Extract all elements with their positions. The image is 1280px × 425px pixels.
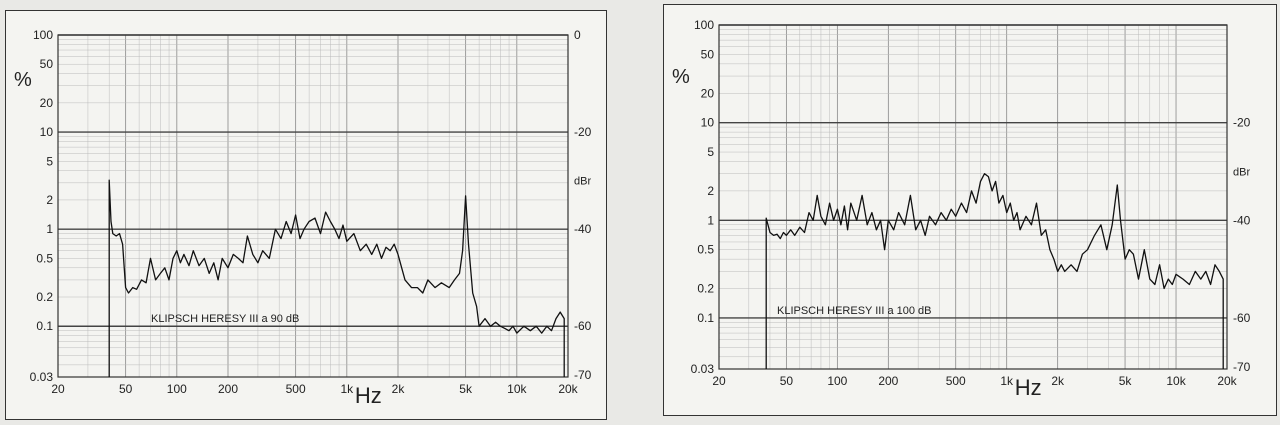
y-tick-label: 100	[694, 18, 714, 32]
y2-tick-label: -60	[574, 319, 592, 333]
chart-panel-left: 100 50 20 10 5 2 1 0.5 0.2 0.1 0.03 0 -20 -40 -60 -70 20…	[5, 10, 607, 420]
x-tick-label: 100	[167, 382, 187, 396]
x-tick-label: 20k	[1217, 374, 1237, 388]
y-tick-label: 0.2	[697, 282, 714, 296]
x-tick-label: 50	[119, 382, 133, 396]
y-tick-label: 0.1	[697, 311, 714, 325]
y-axis-label: %	[14, 69, 32, 91]
x-tick-label: 20	[51, 382, 65, 396]
y-tick-label: 50	[40, 57, 54, 71]
y2-axis-label: dBr	[574, 176, 591, 188]
y-tick-label: 1	[707, 213, 714, 227]
y-tick-label: 0.03	[691, 362, 715, 376]
y2-tick-label: -40	[1233, 213, 1251, 227]
y-tick-label: 100	[33, 28, 53, 42]
chart-panel-right: 100 50 20 10 5 2 1 0.5 0.2 0.1 0.03 -20 -40 -60 -70 20 5…	[663, 4, 1277, 416]
x-tick-label: 5k	[459, 382, 473, 396]
x-tick-label: 10k	[507, 382, 527, 396]
y-axis-label: %	[672, 66, 690, 88]
thd-series-line	[108, 179, 565, 377]
grid	[57, 34, 569, 378]
y-tick-label: 2	[707, 184, 714, 198]
x-tick-label: 5k	[1119, 374, 1133, 388]
y2-tick-label: -20	[574, 125, 592, 139]
y-tick-label: 0.2	[36, 290, 53, 304]
grid	[718, 24, 1228, 370]
x-tick-label: 500	[286, 382, 306, 396]
y-tick-label: 0.5	[36, 251, 53, 265]
distortion-chart-left: 1005020105210.50.20.10.030-20-40-60-7020…	[14, 28, 592, 408]
y2-tick-label: 0	[574, 28, 581, 42]
y-tick-label: 0.03	[30, 370, 54, 384]
x-tick-label: 2k	[1051, 374, 1065, 388]
x-tick-label: 50	[780, 374, 794, 388]
y2-tick-label: -70	[574, 368, 592, 382]
y-tick-label: 10	[701, 116, 715, 130]
y2-tick-label: -20	[1233, 116, 1251, 130]
x-tick-label: 20k	[558, 382, 578, 396]
y2-axis-label: dBr	[1233, 166, 1250, 178]
x-tick-label: 100	[827, 374, 847, 388]
x-tick-label: 200	[878, 374, 898, 388]
plot-frame	[57, 34, 569, 378]
thd-series-line	[765, 173, 1224, 369]
y-tick-label: 0.5	[697, 243, 714, 257]
y-tick-label: 1	[46, 222, 53, 236]
plot-frame	[718, 24, 1228, 370]
x-tick-label: 2k	[392, 382, 406, 396]
x-tick-label: 200	[218, 382, 238, 396]
y-tick-label: 2	[46, 193, 53, 207]
y-tick-label: 5	[46, 154, 53, 168]
x-tick-label: 1k	[340, 382, 354, 396]
x-axis-label: Hz	[355, 383, 382, 408]
x-tick-label: 500	[946, 374, 966, 388]
y2-tick-label: -40	[574, 222, 592, 236]
y-tick-label: 5	[707, 145, 714, 159]
y2-tick-label: -60	[1233, 311, 1251, 325]
chart-annotation: KLIPSCH HERESY III a 90 dB	[151, 313, 299, 325]
x-tick-label: 1k	[1000, 374, 1014, 388]
x-axis-label: Hz	[1015, 375, 1042, 400]
y-tick-label: 20	[701, 86, 715, 100]
y-tick-label: 10	[40, 125, 54, 139]
y-tick-label: 0.1	[36, 319, 53, 333]
y-tick-label: 50	[701, 47, 715, 61]
y2-tick-label: -70	[1233, 360, 1251, 374]
x-tick-label: 10k	[1166, 374, 1186, 388]
chart-annotation: KLIPSCH HERESY III a 100 dB	[777, 305, 931, 317]
distortion-chart-right: 100 50 20 10 5 2 1 0.5 0.2 0.1 0.03 -20 -40 -60 -70 20 5…	[672, 18, 1251, 400]
y-tick-label: 20	[40, 96, 54, 110]
x-tick-label: 20	[712, 374, 726, 388]
